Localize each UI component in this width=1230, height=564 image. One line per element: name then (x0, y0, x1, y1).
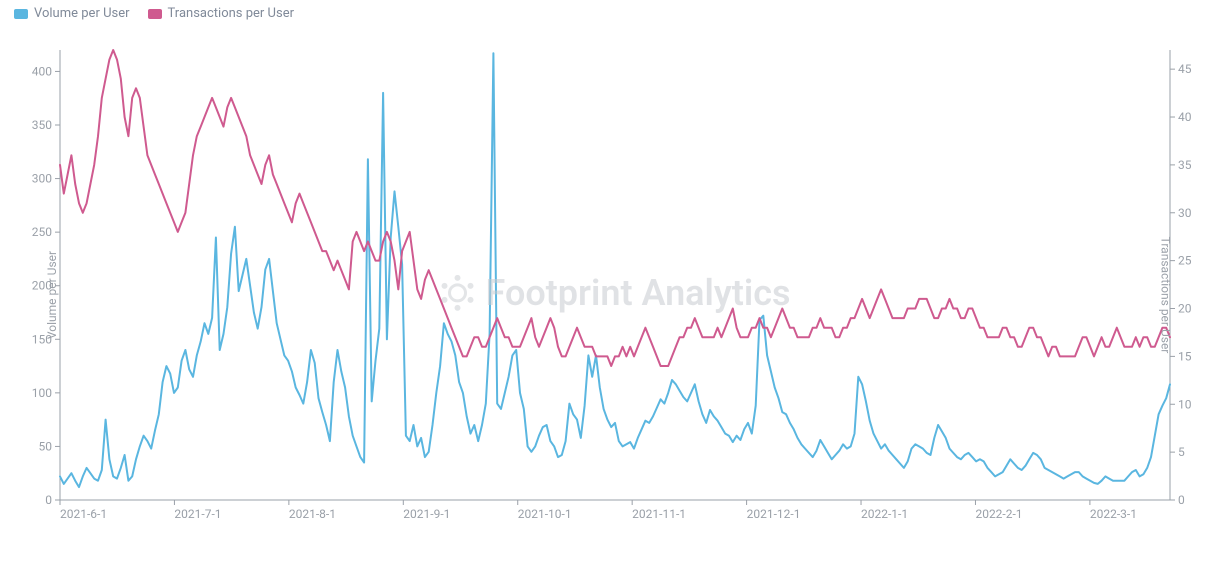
svg-text:40: 40 (1178, 110, 1192, 124)
svg-text:2021-9-1: 2021-9-1 (403, 507, 450, 521)
svg-text:10: 10 (1178, 397, 1192, 411)
svg-text:350: 350 (32, 118, 52, 132)
legend: Volume per User Transactions per User (14, 6, 294, 21)
svg-text:2022-1-1: 2022-1-1 (861, 507, 908, 521)
svg-text:20: 20 (1178, 302, 1192, 316)
svg-text:2021-6-1: 2021-6-1 (60, 507, 107, 521)
chart-svg: 0501001502002503003504000510152025303540… (0, 30, 1230, 560)
legend-item-transactions[interactable]: Transactions per User (148, 6, 294, 21)
svg-text:250: 250 (32, 225, 52, 239)
svg-text:2021-8-1: 2021-8-1 (289, 507, 336, 521)
svg-text:300: 300 (32, 172, 52, 186)
svg-text:0: 0 (1178, 493, 1185, 507)
chart-container: Volume per User Transactions per User 0 5… (0, 30, 1230, 560)
y-left-axis-label: Volume per User (45, 251, 59, 339)
svg-text:2021-10-1: 2021-10-1 (518, 507, 572, 521)
legend-label-transactions: Transactions per User (168, 6, 294, 21)
legend-swatch-volume (14, 9, 28, 19)
svg-text:35: 35 (1178, 158, 1192, 172)
svg-text:0: 0 (45, 493, 52, 507)
svg-text:5: 5 (1178, 445, 1185, 459)
svg-text:15: 15 (1178, 349, 1192, 363)
svg-text:25: 25 (1178, 254, 1192, 268)
legend-label-volume: Volume per User (34, 6, 130, 21)
y-right-axis-label: Transactions per User (1159, 237, 1173, 354)
svg-text:2021-11-1: 2021-11-1 (632, 507, 686, 521)
svg-text:2022-2-1: 2022-2-1 (975, 507, 1022, 521)
svg-text:30: 30 (1178, 206, 1192, 220)
legend-swatch-transactions (148, 9, 162, 19)
svg-text:50: 50 (39, 439, 53, 453)
svg-text:2021-12-1: 2021-12-1 (747, 507, 801, 521)
legend-item-volume[interactable]: Volume per User (14, 6, 130, 21)
svg-text:2021-7-1: 2021-7-1 (174, 507, 221, 521)
svg-text:2022-3-1: 2022-3-1 (1090, 507, 1137, 521)
svg-text:400: 400 (32, 64, 52, 78)
svg-text:45: 45 (1178, 62, 1192, 76)
svg-text:100: 100 (32, 386, 52, 400)
